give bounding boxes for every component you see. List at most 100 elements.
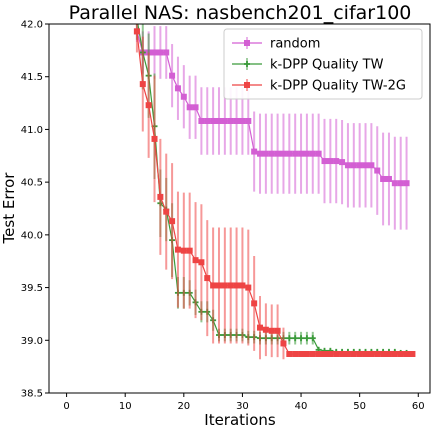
x-axis: 0 10 20 30 40 50 60 [63,393,425,412]
data-point [397,350,404,357]
data-point [139,81,146,88]
data-point [239,117,246,124]
data-point [245,117,252,124]
plot-frame [48,23,431,394]
data-point [385,175,392,182]
data-point [344,350,351,357]
data-point [309,150,316,157]
data-point [362,350,369,357]
data-point [362,162,369,169]
data-point [233,282,240,289]
y-tick-label: 39.5 [21,283,43,294]
data-point [186,247,193,254]
data-point [403,350,410,357]
data-point [309,350,316,357]
data-point [274,150,281,157]
x-tick-label: 50 [353,401,366,412]
legend-swatch-marker [244,82,250,88]
series-layer [133,24,416,360]
y-tick-label: 38.5 [21,389,43,400]
data-point [321,350,328,357]
data-point [145,102,152,109]
data-point [268,150,275,157]
y-axis-label: Test Error [0,172,18,245]
data-point [221,117,228,124]
data-point [298,350,305,357]
data-point [368,350,375,357]
series-0 [133,24,410,230]
x-tick-label: 10 [119,401,132,412]
x-tick-label: 60 [412,401,425,412]
data-point [292,150,299,157]
data-point [239,282,246,289]
data-point [221,282,228,289]
data-point [210,117,217,124]
data-point [380,175,387,182]
data-point [233,117,240,124]
data-point [374,350,381,357]
data-point [327,158,334,165]
data-point [280,340,287,347]
chart-title: Parallel NAS: nasbench201_cifar100 [69,2,412,24]
data-point [169,218,176,225]
data-point [309,335,316,342]
data-point [339,159,346,166]
data-point [350,350,357,357]
data-point [292,335,299,342]
data-point [403,180,410,187]
x-tick-label: 0 [63,401,69,412]
data-point [163,208,170,215]
data-point [286,335,293,342]
data-point [391,350,398,357]
data-point [180,247,187,254]
data-point [192,257,199,264]
data-point [133,28,140,35]
y-tick-label: 42.0 [21,20,43,31]
data-point [385,350,392,357]
x-tick-label: 40 [295,401,308,412]
data-point [350,162,357,169]
data-point [333,350,340,357]
data-point [280,150,287,157]
data-point [180,93,187,100]
y-axis: 38.5 39.0 39.5 40.0 40.5 41.0 41.5 42.0 [21,20,49,400]
data-point [356,350,363,357]
data-point [368,162,375,169]
data-point [344,162,351,169]
data-point [315,350,322,357]
data-point [327,350,334,357]
series-2 [133,24,416,360]
data-point [262,326,269,333]
data-point [157,49,164,56]
data-point [286,350,293,357]
x-axis-label: Iterations [204,411,276,429]
x-tick-label: 30 [236,401,249,412]
data-point [374,167,381,174]
data-point [251,300,258,307]
data-point [215,117,222,124]
data-point [215,282,222,289]
data-point [157,193,164,200]
data-point [192,104,199,111]
data-point [204,275,211,282]
legend-swatch-marker [244,40,250,46]
data-point [356,162,363,169]
data-point [303,350,310,357]
data-point [391,180,398,187]
data-point [292,350,299,357]
x-tick-label: 20 [177,401,190,412]
legend-label: random [270,37,320,52]
data-point [245,284,252,291]
data-point [380,350,387,357]
data-point [210,282,217,289]
legend-box [223,28,423,100]
data-point [409,350,416,357]
y-tick-label: 39.0 [21,336,43,347]
data-point [315,150,322,157]
data-point [262,150,269,157]
legend-swatch-marker [244,61,250,67]
data-point [333,158,340,165]
y-tick-label: 41.5 [21,72,43,83]
data-point [274,327,281,334]
